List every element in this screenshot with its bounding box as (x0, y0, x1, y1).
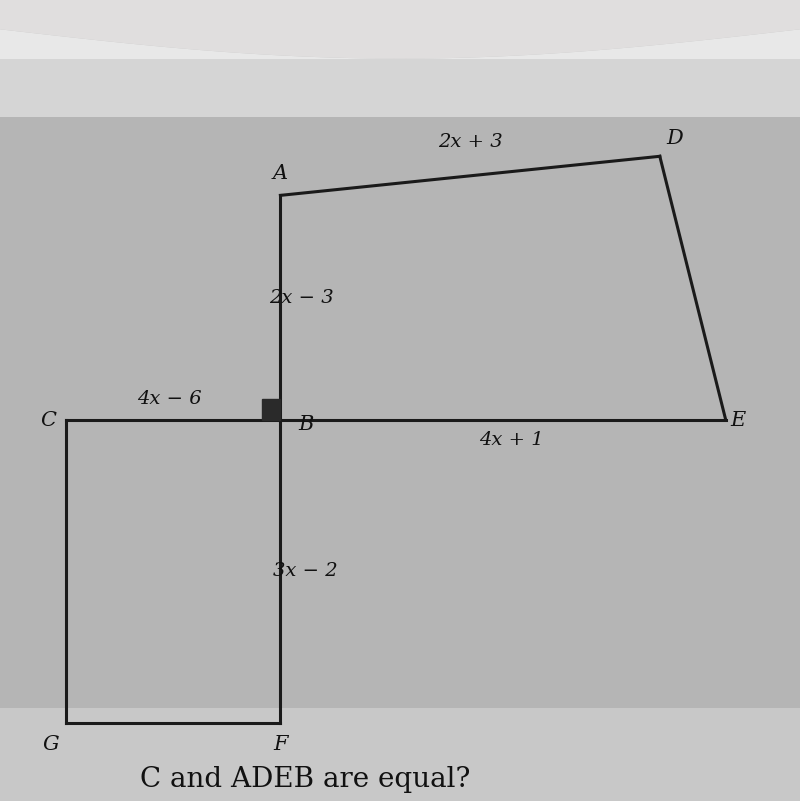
Text: D: D (666, 129, 683, 148)
Text: F: F (273, 735, 288, 754)
Polygon shape (0, 708, 800, 801)
Polygon shape (0, 0, 800, 117)
Text: 3x − 2: 3x − 2 (273, 562, 338, 581)
Text: C: C (40, 411, 56, 429)
Text: B: B (298, 416, 314, 434)
Text: G: G (43, 735, 59, 754)
Text: E: E (730, 411, 745, 429)
Text: A: A (273, 164, 288, 183)
Polygon shape (0, 0, 800, 58)
Text: 2x + 3: 2x + 3 (438, 133, 502, 151)
Polygon shape (262, 399, 281, 420)
Text: 4x + 1: 4x + 1 (479, 431, 544, 449)
Text: C and ADEB are equal?: C and ADEB are equal? (140, 766, 470, 793)
Text: 4x − 6: 4x − 6 (137, 389, 202, 408)
Text: 2x − 3: 2x − 3 (269, 289, 334, 307)
Polygon shape (0, 0, 800, 58)
Polygon shape (0, 0, 800, 58)
